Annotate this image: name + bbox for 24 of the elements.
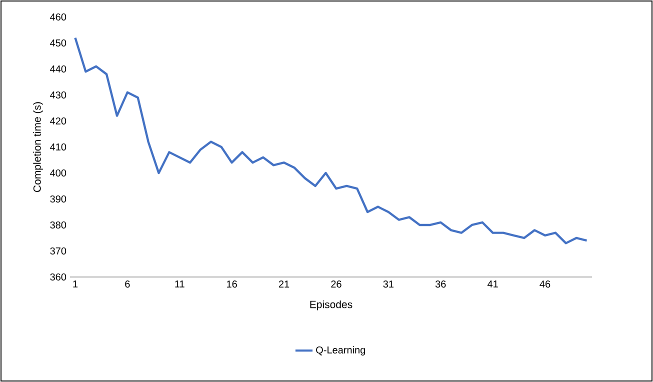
legend-label: Q-Learning (316, 346, 366, 356)
y-tick-label: 380 (50, 221, 66, 229)
y-tick-label: 420 (50, 117, 66, 125)
x-tick-label: 21 (278, 280, 290, 288)
y-tick-label: 390 (50, 195, 66, 203)
y-tick-label: 410 (50, 143, 66, 151)
y-tick-label: 400 (50, 169, 66, 177)
y-tick-label: 360 (50, 273, 66, 281)
y-tick-label: 460 (50, 13, 66, 21)
y-tick-label: 370 (50, 247, 66, 255)
x-tick-label: 6 (125, 280, 130, 288)
x-tick-label: 16 (227, 280, 237, 288)
y-tick-label: 450 (50, 39, 66, 47)
x-tick-label: 36 (435, 280, 446, 288)
x-tick-label: 26 (331, 280, 342, 288)
y-axis-title: Completion time (s) (33, 102, 43, 192)
x-tick-label: 31 (383, 280, 394, 288)
x-axis-title: Episodes (310, 300, 352, 310)
x-tick-label: 46 (540, 280, 550, 288)
x-tick-label: 41 (487, 280, 498, 288)
x-tick-label: 11 (175, 280, 184, 288)
x-tick-label: 1 (73, 280, 78, 288)
y-tick-label: 440 (50, 65, 66, 73)
y-tick-label: 430 (50, 91, 66, 99)
